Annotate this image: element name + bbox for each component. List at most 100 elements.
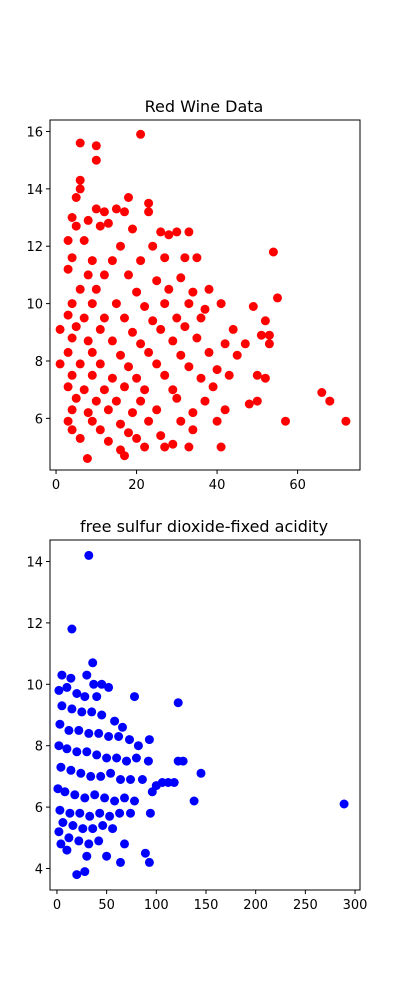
- data-point: [57, 701, 67, 711]
- data-point: [281, 416, 290, 426]
- data-point: [204, 347, 214, 357]
- data-point: [120, 793, 129, 803]
- data-point: [67, 253, 77, 263]
- data-point: [71, 221, 81, 231]
- data-point: [140, 442, 150, 452]
- data-point: [57, 670, 67, 680]
- data-point: [75, 184, 85, 194]
- data-point: [75, 359, 85, 369]
- data-point: [125, 735, 134, 745]
- data-point: [82, 454, 92, 463]
- data-point: [67, 425, 77, 435]
- data-point: [79, 313, 89, 323]
- data-point: [91, 155, 101, 165]
- data-point: [55, 805, 65, 815]
- data-point: [107, 256, 117, 266]
- data-point: [128, 327, 137, 337]
- data-point: [92, 692, 102, 702]
- data-point: [118, 722, 127, 732]
- x-tick-label: 250: [293, 898, 318, 913]
- y-axis-ticks: 6 8 10 12 14 16: [26, 125, 50, 427]
- data-point: [111, 204, 121, 214]
- data-point: [94, 836, 104, 846]
- data-point: [160, 370, 170, 380]
- data-point: [196, 373, 206, 383]
- data-point: [67, 370, 77, 380]
- data-point: [67, 624, 77, 634]
- data-point: [216, 299, 226, 309]
- data-point: [116, 857, 125, 867]
- data-point: [184, 227, 194, 237]
- data-point: [126, 775, 135, 784]
- data-point: [120, 313, 129, 323]
- data-point: [82, 670, 92, 680]
- data-point: [132, 433, 142, 443]
- data-point: [184, 299, 194, 309]
- data-point: [168, 439, 178, 449]
- data-point: [122, 756, 131, 766]
- data-point: [220, 339, 230, 349]
- data-point: [55, 719, 65, 729]
- data-point: [97, 679, 107, 689]
- data-point: [116, 775, 125, 784]
- data-point: [83, 408, 93, 418]
- data-point: [188, 425, 198, 435]
- data-point: [88, 824, 98, 834]
- data-point: [136, 396, 146, 406]
- data-point: [75, 808, 85, 818]
- data-point: [208, 382, 218, 392]
- data-point: [107, 336, 117, 346]
- data-point: [108, 824, 118, 834]
- x-tick-label: 50: [98, 898, 115, 913]
- data-point: [220, 405, 230, 415]
- data-point: [173, 756, 183, 766]
- data-point: [103, 218, 113, 228]
- data-point: [144, 207, 154, 217]
- data-point: [130, 796, 139, 806]
- data-point: [104, 682, 114, 692]
- data-point: [104, 732, 114, 741]
- data-point: [204, 284, 214, 294]
- data-point: [63, 236, 73, 245]
- data-point: [341, 416, 351, 426]
- data-point: [200, 396, 210, 406]
- data-point: [62, 845, 72, 855]
- data-point: [128, 408, 137, 418]
- data-point: [72, 870, 82, 880]
- data-point: [72, 689, 82, 698]
- data-point: [160, 442, 170, 452]
- data-point: [160, 253, 170, 263]
- data-point: [152, 359, 162, 369]
- data-point: [75, 138, 85, 148]
- data-point: [63, 382, 73, 392]
- y-tick-label: 14: [26, 555, 43, 570]
- data-point: [62, 682, 72, 692]
- data-point: [176, 350, 186, 360]
- data-point: [147, 787, 157, 797]
- plot-frame: [49, 539, 361, 891]
- data-point: [96, 771, 106, 781]
- x-tick-label: 40: [209, 478, 226, 493]
- sulfur-dioxide-acidity-scatter-chart: free sulfur dioxide-fixed acidity 0 50 100…: [26, 517, 367, 913]
- data-point: [120, 207, 129, 217]
- data-point: [124, 362, 133, 372]
- y-tick-label: 12: [26, 617, 43, 632]
- data-point: [72, 747, 82, 757]
- data-point: [70, 790, 80, 800]
- data-point: [103, 405, 113, 415]
- data-point: [260, 373, 270, 383]
- data-point: [87, 707, 97, 717]
- data-point: [80, 692, 90, 702]
- data-point: [144, 416, 154, 426]
- data-point: [63, 264, 73, 274]
- data-point: [264, 330, 274, 340]
- data-point: [54, 741, 64, 751]
- y-tick-label: 6: [35, 412, 43, 427]
- data-point: [228, 324, 238, 334]
- data-point: [130, 692, 139, 702]
- data-point: [63, 310, 73, 320]
- data-point: [252, 396, 262, 406]
- data-point: [83, 270, 93, 280]
- data-point: [325, 396, 335, 406]
- data-point: [148, 241, 158, 251]
